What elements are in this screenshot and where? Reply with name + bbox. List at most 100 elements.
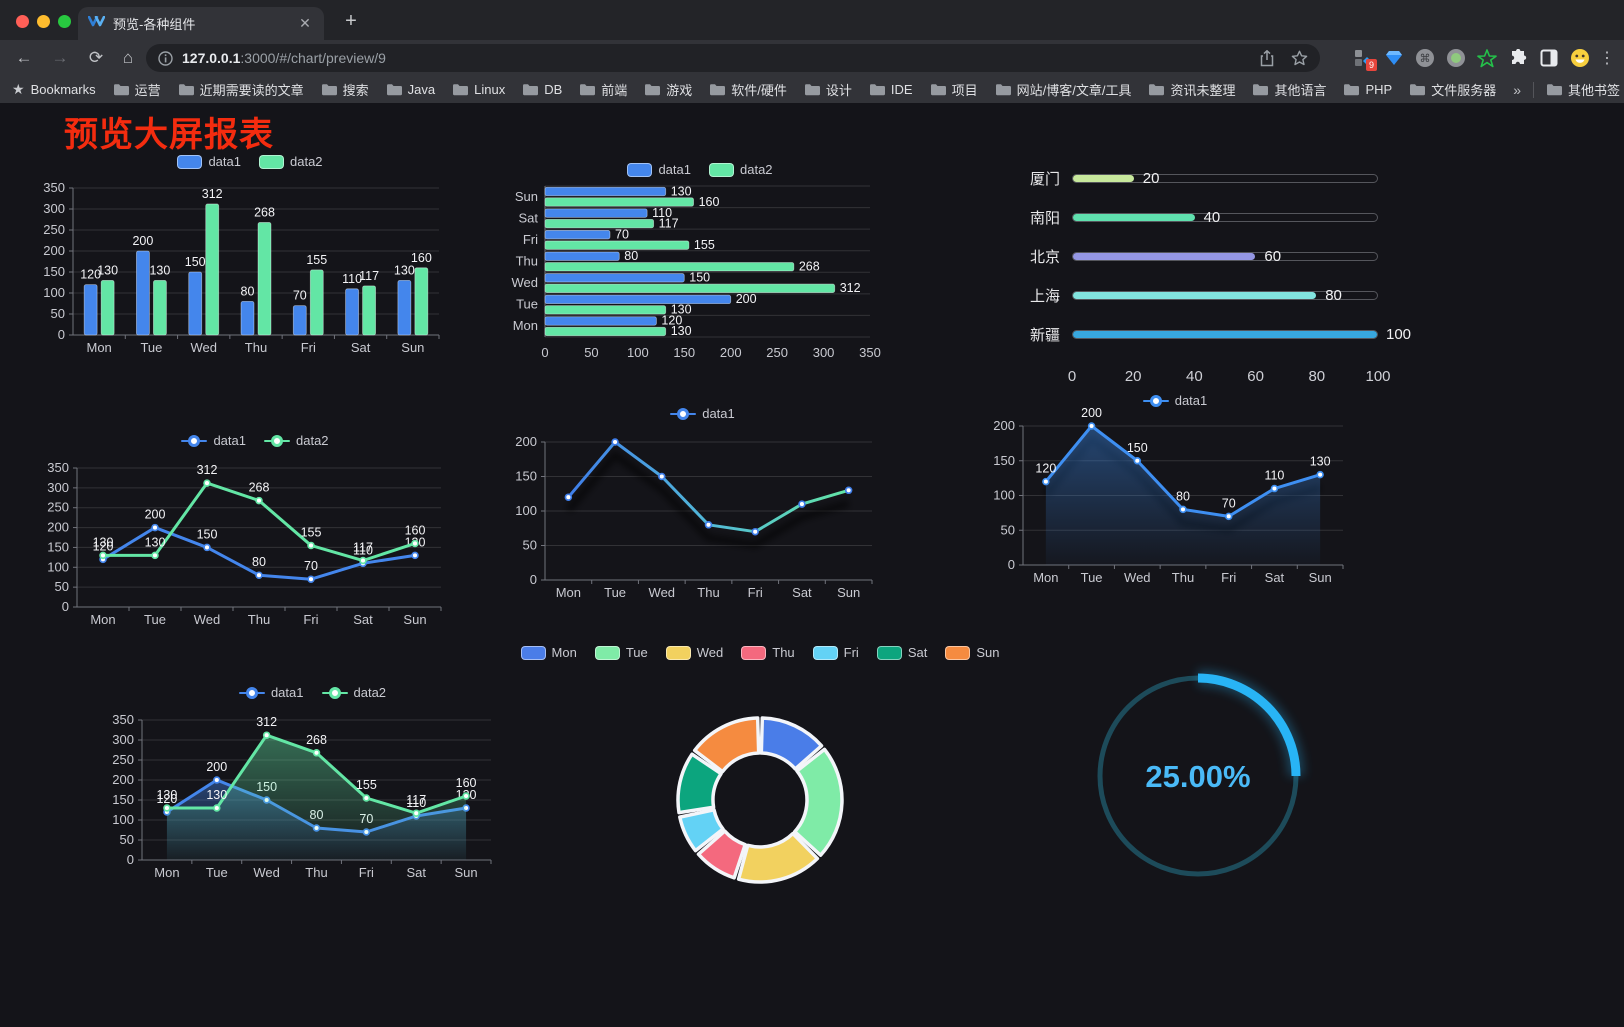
bookmark-folder[interactable]: 游戏 xyxy=(644,80,692,99)
svg-text:160: 160 xyxy=(699,195,720,209)
bookmark-folder[interactable]: 文件服务器 xyxy=(1409,80,1496,99)
bookmark-folder[interactable]: 设计 xyxy=(804,80,852,99)
legend-line-symbol xyxy=(1142,394,1169,407)
bookmark-folder[interactable]: DB xyxy=(522,80,562,99)
legend-item[interactable]: data2 xyxy=(264,433,329,448)
green-star-extension-icon[interactable] xyxy=(1476,46,1498,70)
home-icon[interactable]: ⌂ xyxy=(122,48,134,67)
url-bar[interactable]: 127.0.0.1:3000/#/chart/preview/9 xyxy=(146,44,1320,72)
bookmark-folder[interactable]: PHP xyxy=(1343,80,1392,99)
svg-text:50: 50 xyxy=(584,345,598,360)
bookmark-folder-label: 项目 xyxy=(951,83,978,98)
donut-segment-thu[interactable] xyxy=(696,829,747,880)
svg-text:120: 120 xyxy=(1035,462,1056,476)
bookmark-folder[interactable]: 网站/博客/文章/工具 xyxy=(995,80,1131,99)
progress-track: 80 xyxy=(1072,287,1378,304)
bookmark-folder[interactable]: Linux xyxy=(452,80,505,99)
browser-menu-icon[interactable]: ⋮ xyxy=(1599,50,1615,67)
bookmark-folder[interactable]: 前端 xyxy=(579,80,627,99)
legend-item[interactable]: data2 xyxy=(259,154,323,169)
bookmark-folder[interactable]: 其他语言 xyxy=(1252,80,1326,99)
command-circle-extension-icon[interactable]: ⌘ xyxy=(1414,46,1436,70)
single-area-chart: data1 0 50 100 150 200 Mon Tue Wed Thu Fri Sat Sun 12… xyxy=(985,388,1365,593)
svg-text:200: 200 xyxy=(1081,406,1102,420)
bookmark-folder[interactable]: Java xyxy=(386,80,435,99)
extensions-puzzle-icon[interactable] xyxy=(1507,46,1529,70)
bookmark-star-icon[interactable] xyxy=(1291,50,1308,66)
bookmark-folder[interactable]: 资讯未整理 xyxy=(1148,80,1235,99)
legend-item[interactable]: data2 xyxy=(321,685,386,700)
donut-segment-fri[interactable] xyxy=(678,808,725,853)
window-zoom-button[interactable] xyxy=(58,15,71,28)
bookmark-folder[interactable]: IDE xyxy=(869,80,913,99)
donut-segment-mon[interactable] xyxy=(759,716,824,771)
svg-text:Fri: Fri xyxy=(301,340,316,355)
window-close-button[interactable] xyxy=(16,15,29,28)
other-bookmarks-label: 其他书签 xyxy=(1568,83,1621,98)
axis-tick-label: 100 xyxy=(1365,368,1391,385)
bookmark-folder[interactable]: 项目 xyxy=(930,80,978,99)
svg-text:Mon: Mon xyxy=(86,340,111,355)
svg-text:Thu: Thu xyxy=(1172,570,1194,585)
legend-item[interactable]: data1 xyxy=(181,433,246,448)
svg-text:200: 200 xyxy=(515,434,537,449)
other-bookmarks-folder[interactable]: 其他书签 xyxy=(1546,80,1620,99)
tampermonkey-extension-icon[interactable]: 9 xyxy=(1352,46,1377,71)
legend-item[interactable]: data1 xyxy=(238,685,304,700)
legend-line-symbol xyxy=(670,407,697,420)
bookmark-folder[interactable]: 软件/硬件 xyxy=(709,80,787,99)
legend-item[interactable]: data1 xyxy=(627,162,691,177)
svg-text:200: 200 xyxy=(206,760,227,774)
emoji-extension-icon[interactable] xyxy=(1569,46,1591,70)
bookmark-folder[interactable]: 运营 xyxy=(113,80,161,99)
legend-item[interactable]: data1 xyxy=(670,406,735,421)
back-icon[interactable]: ← xyxy=(15,48,33,67)
tab-close-icon[interactable]: ✕ xyxy=(299,14,311,31)
donut-segment-sat[interactable] xyxy=(676,752,723,815)
bookmarks-divider xyxy=(1533,81,1535,98)
sidebar-extension-icon[interactable] xyxy=(1538,46,1560,70)
donut-segment-wed[interactable] xyxy=(736,831,820,884)
reload-icon[interactable]: ⟳ xyxy=(88,48,104,67)
progress-value: 80 xyxy=(1325,287,1342,304)
legend-item[interactable]: Sat xyxy=(876,645,927,660)
forward-icon[interactable]: → xyxy=(51,48,69,67)
legend-swatch xyxy=(709,162,734,177)
legend-item[interactable]: data1 xyxy=(177,154,241,169)
browser-tab[interactable]: 预览-各种组件 ✕ xyxy=(78,7,324,40)
bookmark-folder[interactable]: 近期需要读的文章 xyxy=(178,80,304,99)
new-tab-button[interactable]: + xyxy=(345,10,357,32)
svg-text:Sun: Sun xyxy=(1309,570,1332,585)
svg-text:Sat: Sat xyxy=(518,210,538,225)
svg-text:Thu: Thu xyxy=(516,254,538,269)
window-minimize-button[interactable] xyxy=(37,15,50,28)
donut-segment-sun[interactable] xyxy=(692,716,761,774)
legend-item[interactable]: data2 xyxy=(709,162,773,177)
legend-item[interactable]: Fri xyxy=(812,645,859,660)
gem-extension-icon[interactable] xyxy=(1383,46,1405,70)
svg-text:120: 120 xyxy=(80,268,101,282)
svg-text:Tue: Tue xyxy=(1081,570,1103,585)
svg-text:Sun: Sun xyxy=(515,189,538,204)
axis-tick-label: 60 xyxy=(1247,368,1264,385)
legend-item[interactable]: Mon xyxy=(520,645,577,660)
bookmarks-overflow-chevron[interactable]: » xyxy=(1513,81,1522,98)
svg-text:Sat: Sat xyxy=(1265,570,1285,585)
legend-item[interactable]: Sun xyxy=(945,645,999,660)
site-info-icon[interactable] xyxy=(158,50,173,66)
bookmarks-manager-button[interactable]: ★ Bookmarks xyxy=(12,81,96,98)
green-dot-extension-icon[interactable] xyxy=(1445,46,1467,70)
bookmark-folder[interactable]: 搜索 xyxy=(321,80,369,99)
svg-text:50: 50 xyxy=(55,579,69,594)
legend-item[interactable]: Wed xyxy=(665,645,723,660)
svg-text:Tue: Tue xyxy=(140,340,162,355)
two-series-area-chart: data1 data2 0 50 100 150 200 250 300 350 Mon Tue Wed… xyxy=(100,678,525,890)
share-icon[interactable] xyxy=(1259,49,1275,67)
svg-text:Thu: Thu xyxy=(245,340,267,355)
svg-text:Sun: Sun xyxy=(455,865,478,880)
legend-item[interactable]: data1 xyxy=(1142,393,1207,408)
donut-segment-tue[interactable] xyxy=(792,747,844,857)
svg-text:250: 250 xyxy=(43,222,65,237)
legend-item[interactable]: Thu xyxy=(741,645,795,660)
legend-item[interactable]: Tue xyxy=(594,645,648,660)
